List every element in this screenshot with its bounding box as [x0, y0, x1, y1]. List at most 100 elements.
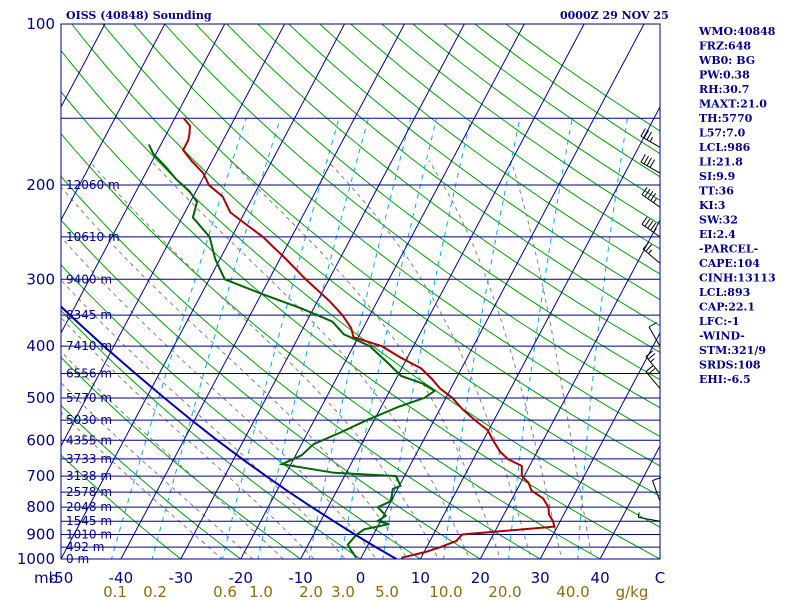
wind-barb-flag [641, 186, 648, 195]
dry-adiabat [288, 24, 660, 301]
mixing-ratio-label: 10.0 [429, 583, 462, 600]
isotherm [599, 444, 660, 559]
wind-barb-flag [637, 512, 640, 518]
index-value: SI:9.9 [699, 170, 735, 183]
dry-adiabat [61, 219, 482, 559]
wind-barb-flag [643, 155, 649, 165]
dry-adiabat [474, 24, 660, 155]
mixing-ratio-line [110, 118, 247, 559]
dry-adiabat [61, 264, 422, 559]
wind-barb-flag [641, 216, 648, 225]
index-value: STM:321/9 [699, 344, 766, 357]
chart-date: 0000Z 29 NOV 25 [560, 9, 669, 22]
pressure-tick-label: 400 [26, 337, 55, 355]
mixing-ratio-label: 0.6 [213, 583, 237, 600]
pressure-tick-label: 700 [26, 467, 55, 485]
wind-barb-flag [649, 159, 656, 168]
height-label: 0 m [66, 552, 89, 566]
pressure-tick-label: 300 [26, 270, 55, 288]
height-label: 7410 m [66, 339, 112, 353]
index-value: LCL:986 [699, 141, 751, 154]
isotherm [61, 24, 345, 559]
wind-barb-flag [645, 350, 654, 357]
height-label: 2048 m [66, 500, 112, 514]
wind-barb-flag [645, 365, 654, 372]
mixing-ratio-label: 1.0 [249, 583, 273, 600]
isotherm [61, 24, 166, 222]
mixing-ratio-label: g/kg [616, 583, 649, 600]
isotherm [359, 24, 645, 559]
wind-barb-staff [638, 516, 661, 522]
isotherm [61, 24, 226, 335]
index-value: TH:5770 [699, 112, 753, 125]
mixing-ratio-line [257, 118, 369, 559]
wind-barb-flag [643, 130, 649, 139]
index-value: WMO:40848 [698, 25, 776, 38]
wind-barb-flag [650, 193, 657, 201]
mixing-ratio-label: 20.0 [488, 583, 521, 600]
height-label: 1545 m [66, 514, 112, 528]
index-value: KI:3 [699, 199, 725, 212]
wind-barb-flag [649, 136, 654, 142]
wind-barb-staff [641, 194, 661, 208]
pressure-tick-label: 900 [26, 526, 55, 544]
height-label: 2578 m [66, 485, 112, 499]
index-value: L57:7.0 [699, 127, 746, 140]
isotherm [300, 24, 585, 559]
wind-barb-flag [650, 222, 657, 231]
index-value: SW:32 [699, 214, 738, 227]
wind-barb-flag [644, 188, 651, 197]
index-value: EI:2.4 [699, 228, 736, 241]
index-value: MAXT:21.0 [699, 98, 767, 111]
moist-adiabat [61, 316, 315, 559]
mixing-ratio-label: 5.0 [375, 583, 399, 600]
mixing-ratio-line [221, 118, 340, 559]
wind-barb-flag [642, 241, 650, 250]
wind-barbs [637, 128, 662, 522]
moist-adiabat [88, 160, 440, 559]
dry-adiabat [381, 24, 660, 225]
temp-tick-label: 40 [591, 569, 610, 587]
isotherm [61, 24, 286, 448]
isotherm [419, 105, 660, 559]
dry-adiabat [61, 90, 660, 559]
background-lines [61, 24, 660, 559]
pressure-tick-label: 500 [26, 389, 55, 407]
dry-adiabat [505, 24, 660, 132]
moist-adiabat [61, 411, 223, 559]
plot-frame [60, 23, 661, 560]
height-label: 10610 m [66, 230, 120, 244]
temp-tick-label: -20 [228, 569, 253, 587]
dewpoint-line [147, 144, 437, 559]
mixing-ratio-label: 3.0 [331, 583, 355, 600]
moist-adiabat [150, 160, 471, 559]
mixing-ratio-label: 0.1 [103, 583, 127, 600]
height-label: 3138 m [66, 469, 112, 483]
index-value: PW:0.38 [699, 69, 750, 82]
height-label: 492 m [66, 540, 104, 554]
height-label: 3733 m [66, 452, 112, 466]
x-unit-label: C [655, 569, 665, 587]
index-value: CAP:22.1 [699, 301, 755, 314]
temp-tick-label: -50 [49, 569, 74, 587]
dry-adiabat [443, 24, 660, 178]
pressure-tick-label: 100 [26, 15, 55, 33]
temp-tick-label: -30 [169, 569, 194, 587]
index-value: LI:21.8 [699, 156, 743, 169]
isotherm [180, 24, 465, 559]
index-value: EHI:-6.5 [699, 373, 751, 386]
height-label: 4355 m [66, 433, 112, 447]
index-value: -PARCEL- [699, 243, 758, 256]
index-value: SRDS:108 [699, 359, 761, 372]
index-value: -WIND- [699, 330, 745, 343]
temp-tick-label: 10 [411, 569, 430, 587]
index-value: CINH:13113 [699, 272, 776, 285]
wind-barb-flag [650, 358, 655, 363]
wind-barb-flag [640, 128, 646, 137]
wind-barb-flag [647, 368, 656, 375]
wind-barb-flag [646, 157, 652, 166]
wind-barb-staff [641, 223, 661, 238]
mixing-ratio-line [340, 118, 438, 559]
